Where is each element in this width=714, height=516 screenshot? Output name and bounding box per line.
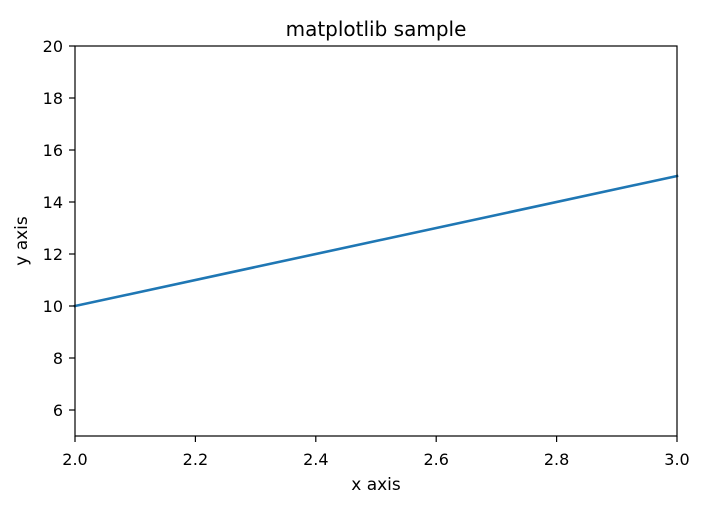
x-tick-label: 2.6	[423, 450, 448, 469]
y-tick-label: 10	[43, 297, 63, 316]
chart-title: matplotlib sample	[286, 17, 467, 41]
plot-area: 2.0 2.2 2.4 2.6 2.8 3.0 6 8 10 12 14 16 18 20	[43, 37, 690, 469]
x-axis-label: x axis	[351, 475, 401, 495]
x-tick-label: 2.4	[303, 450, 328, 469]
series-line-0	[73, 174, 679, 308]
x-tick-label: 3.0	[664, 450, 689, 469]
y-tick-label: 20	[43, 37, 63, 56]
y-tick-label: 14	[43, 193, 63, 212]
y-axis-label: y axis	[12, 216, 32, 266]
x-tick-label: 2.2	[183, 450, 208, 469]
axes-frame	[74, 45, 678, 437]
y-tick-label: 6	[53, 401, 63, 420]
x-tick-label: 2.0	[62, 450, 87, 469]
y-tick-label: 12	[43, 245, 63, 264]
y-tick-label: 18	[43, 89, 63, 108]
y-tick-label: 16	[43, 141, 63, 160]
x-tick-label: 2.8	[544, 450, 569, 469]
y-tick-label: 8	[53, 349, 63, 368]
